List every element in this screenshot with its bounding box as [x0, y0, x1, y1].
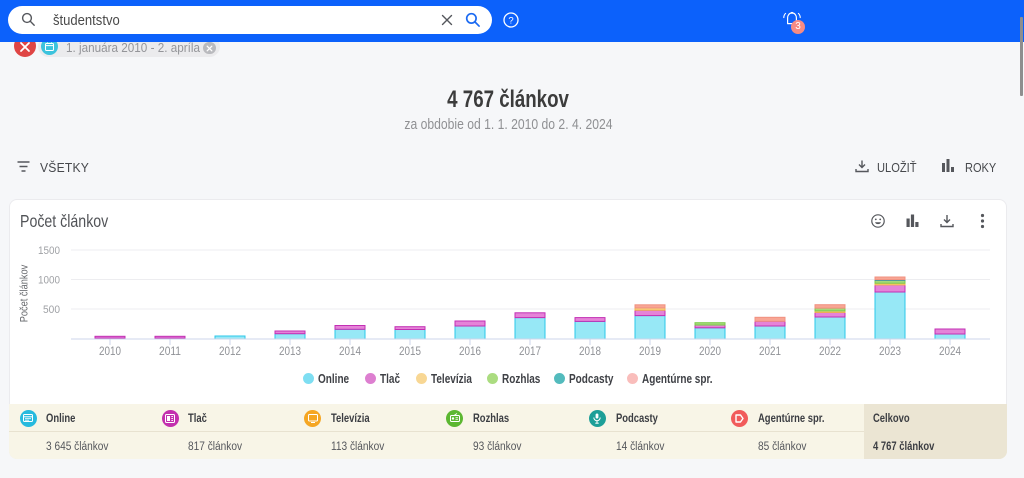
- svg-text:2012: 2012: [219, 346, 241, 358]
- svg-text:2019: 2019: [639, 346, 661, 358]
- svg-text:2021: 2021: [759, 346, 781, 358]
- svg-text:2011: 2011: [159, 346, 181, 358]
- svg-text:2018: 2018: [579, 346, 601, 358]
- svg-text:Počet článkov: Počet článkov: [19, 264, 31, 322]
- svg-text:2020: 2020: [699, 346, 721, 358]
- svg-text:2016: 2016: [459, 346, 481, 358]
- svg-text:2023: 2023: [879, 346, 901, 358]
- svg-text:2017: 2017: [519, 346, 541, 358]
- svg-text:500: 500: [43, 304, 60, 316]
- svg-text:2014: 2014: [339, 346, 362, 358]
- svg-text:2013: 2013: [279, 346, 301, 358]
- svg-text:2022: 2022: [819, 346, 841, 358]
- svg-text:1500: 1500: [38, 245, 60, 257]
- svg-text:2015: 2015: [399, 346, 421, 358]
- svg-text:2010: 2010: [99, 346, 121, 358]
- svg-text:2024: 2024: [939, 346, 962, 358]
- svg-text:?: ?: [508, 15, 513, 26]
- svg-text:1000: 1000: [38, 275, 60, 287]
